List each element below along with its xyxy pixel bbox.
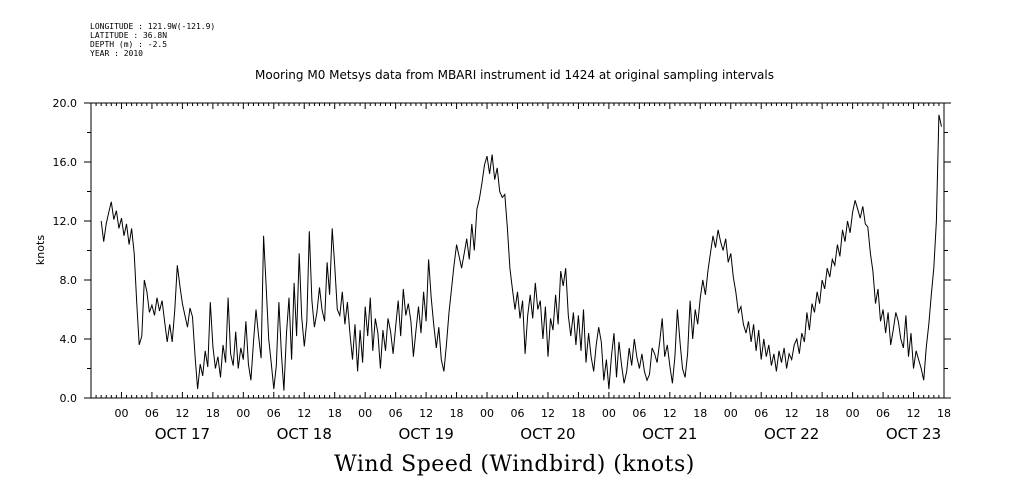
x-tick-label: 06 [145,407,159,420]
x-tick-label: 00 [358,407,372,420]
x-tick-label: 00 [236,407,250,420]
y-tick-label: 0.0 [60,392,78,405]
x-tick-label: 00 [602,407,616,420]
y-tick-labels: 0.0 4.0 8.0 12.0 16.0 20.0 [53,97,78,405]
day-label: OCT 19 [398,425,453,443]
x-tick-label: 12 [297,407,311,420]
x-tick-labels: 00 06 12 18 00 06 12 18 00 06 12 18 00 06 12 18 00 06 12 18… [114,407,951,420]
x-tick-label: 18 [571,407,585,420]
x-tick-label: 06 [754,407,768,420]
x-tick-label: 12 [175,407,189,420]
x-tick-label: 12 [785,407,799,420]
y-tick-label: 12.0 [53,215,78,228]
axis-ticks [84,102,951,399]
y-tick-label: 8.0 [60,274,78,287]
y-tick-label: 16.0 [53,156,78,169]
x-tick-label: 18 [328,407,342,420]
x-tick-label: 06 [876,407,890,420]
x-tick-label: 06 [389,407,403,420]
day-label: OCT 23 [886,425,941,443]
day-label: OCT 18 [277,425,332,443]
x-tick-label: 00 [846,407,860,420]
x-tick-label: 18 [206,407,220,420]
longitude-text: LONGITUDE : 121.9W(-121.9) [90,22,216,31]
series-line [100,114,942,391]
day-label: OCT 21 [642,425,697,443]
latitude-text: LATITUDE : 36.8N [90,31,168,40]
x-tick-label: 12 [907,407,921,420]
x-tick-label: 18 [693,407,707,420]
x-tick-label: 12 [663,407,677,420]
x-axis-title: Wind Speed (Windbird) (knots) [334,452,695,477]
x-tick-label: 06 [632,407,646,420]
x-tick-label: 00 [724,407,738,420]
x-tick-label: 18 [815,407,829,420]
x-tick-label: 18 [937,407,951,420]
chart-title: Mooring M0 Metsys data from MBARI instru… [255,68,774,82]
x-tick-label: 00 [480,407,494,420]
x-tick-label: 18 [450,407,464,420]
year-text: YEAR : 2010 [90,49,143,58]
x-tick-label: 12 [541,407,555,420]
x-tick-label: 00 [114,407,128,420]
y-axis-label: knots [34,235,47,265]
day-label: OCT 22 [764,425,819,443]
day-label: OCT 20 [520,425,575,443]
plot-frame [90,102,945,399]
depth-text: DEPTH (m) : -2.5 [90,40,168,49]
x-tick-label: 06 [511,407,525,420]
day-label: OCT 17 [155,425,210,443]
metadata-block: LONGITUDE : 121.9W(-121.9) LATITUDE : 36… [90,22,215,58]
day-labels: OCT 17 OCT 18 OCT 19 OCT 20 OCT 21 OCT 22 OCT … [155,425,941,443]
y-tick-label: 20.0 [53,97,78,110]
x-tick-label: 12 [419,407,433,420]
x-tick-label: 06 [267,407,281,420]
y-tick-label: 4.0 [60,333,78,346]
